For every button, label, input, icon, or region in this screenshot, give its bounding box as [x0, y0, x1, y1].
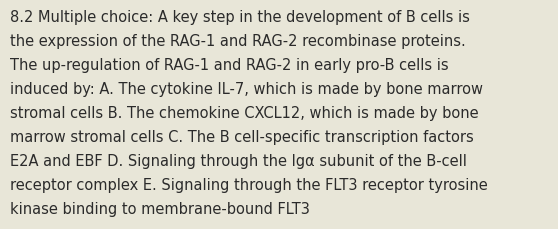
Text: the expression of the RAG-1 and RAG-2 recombinase proteins.: the expression of the RAG-1 and RAG-2 re…	[10, 34, 466, 49]
Text: induced by: A. The cytokine IL-7, which is made by bone marrow: induced by: A. The cytokine IL-7, which …	[10, 82, 483, 97]
Text: kinase binding to membrane-bound FLT3: kinase binding to membrane-bound FLT3	[10, 201, 310, 216]
Text: 8.2 Multiple choice: A key step in the development of B cells is: 8.2 Multiple choice: A key step in the d…	[10, 10, 470, 25]
Text: The up-regulation of RAG-1 and RAG-2 in early pro-B cells is: The up-regulation of RAG-1 and RAG-2 in …	[10, 58, 449, 73]
Text: E2A and EBF D. Signaling through the Igα subunit of the B-cell: E2A and EBF D. Signaling through the Igα…	[10, 153, 467, 168]
Text: receptor complex E. Signaling through the FLT3 receptor tyrosine: receptor complex E. Signaling through th…	[10, 177, 488, 192]
Text: marrow stromal cells C. The B cell-specific transcription factors: marrow stromal cells C. The B cell-speci…	[10, 129, 474, 144]
Text: stromal cells B. The chemokine CXCL12, which is made by bone: stromal cells B. The chemokine CXCL12, w…	[10, 106, 479, 120]
